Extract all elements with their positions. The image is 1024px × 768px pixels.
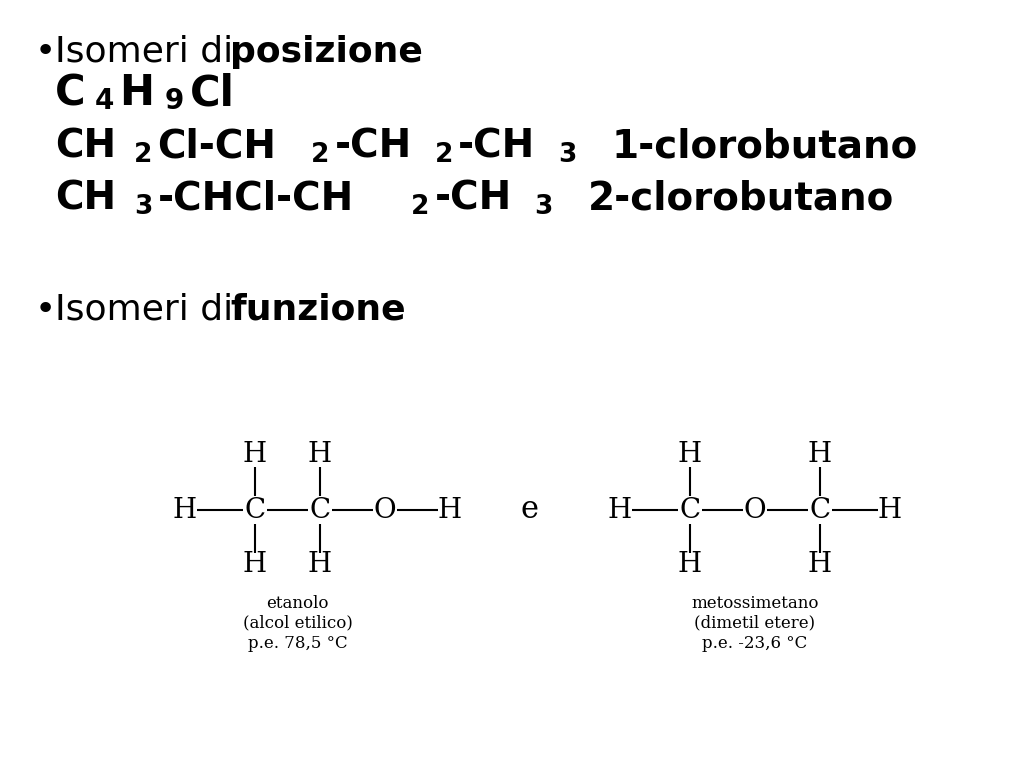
Text: H: H [678, 442, 702, 468]
Text: Cl-CH: Cl-CH [158, 128, 276, 166]
Text: •: • [35, 293, 56, 327]
Text: 4: 4 [94, 87, 114, 115]
Text: (alcol etilico): (alcol etilico) [243, 614, 352, 631]
Text: H: H [608, 496, 632, 524]
Text: 2: 2 [434, 142, 453, 168]
Text: H: H [808, 551, 833, 578]
Text: posizione: posizione [230, 35, 423, 69]
Text: H: H [878, 496, 902, 524]
Text: H: H [120, 72, 155, 114]
Text: •: • [35, 35, 56, 69]
Text: etanolo: etanolo [266, 594, 329, 611]
Text: H: H [308, 551, 332, 578]
Text: H: H [808, 442, 833, 468]
Text: H: H [243, 551, 267, 578]
Text: -CHCl-CH: -CHCl-CH [158, 180, 354, 218]
Text: p.e. 78,5 °C: p.e. 78,5 °C [248, 634, 347, 651]
Text: CH: CH [55, 128, 116, 166]
Text: C: C [309, 496, 331, 524]
Text: funzione: funzione [230, 293, 406, 327]
Text: O: O [743, 496, 766, 524]
Text: H: H [243, 442, 267, 468]
Text: H: H [678, 551, 702, 578]
Text: C: C [245, 496, 265, 524]
Text: C: C [809, 496, 830, 524]
Text: CH: CH [55, 180, 116, 218]
Text: 2: 2 [311, 142, 330, 168]
Text: -CH: -CH [434, 180, 512, 218]
Text: 9: 9 [165, 87, 184, 115]
Text: O: O [374, 496, 396, 524]
Text: metossimetano: metossimetano [691, 594, 819, 611]
Text: 3: 3 [558, 142, 577, 168]
Text: 3: 3 [134, 194, 153, 220]
Text: 3: 3 [535, 194, 553, 220]
Text: p.e. -23,6 °C: p.e. -23,6 °C [702, 634, 808, 651]
Text: 1-clorobutano: 1-clorobutano [611, 128, 918, 166]
Text: 2-clorobutano: 2-clorobutano [588, 180, 894, 218]
Text: C: C [55, 72, 86, 114]
Text: Isomeri di: Isomeri di [55, 293, 245, 327]
Text: H: H [308, 442, 332, 468]
Text: -CH: -CH [458, 128, 536, 166]
Text: e: e [521, 495, 539, 525]
Text: Cl: Cl [189, 72, 234, 114]
Text: (dimetil etere): (dimetil etere) [694, 614, 815, 631]
Text: 2: 2 [134, 142, 153, 168]
Text: -CH: -CH [335, 128, 412, 166]
Text: H: H [438, 496, 462, 524]
Text: 2: 2 [411, 194, 429, 220]
Text: H: H [173, 496, 197, 524]
Text: Isomeri di: Isomeri di [55, 35, 245, 69]
Text: C: C [680, 496, 700, 524]
